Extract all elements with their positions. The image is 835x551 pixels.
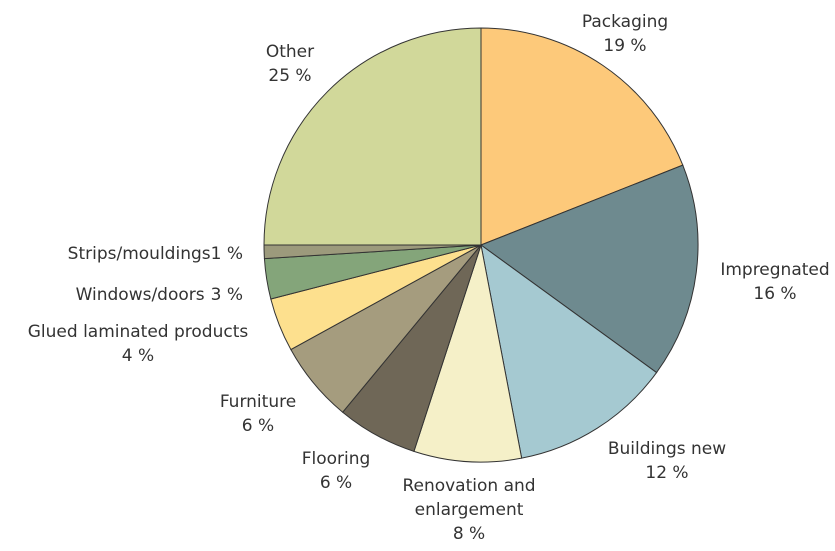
value-label: 3 %: [210, 285, 243, 305]
pie-slice: [479, 164, 699, 374]
pie-slice: [480, 243, 658, 459]
category-label: Furniture: [219, 392, 297, 412]
slice-label: Other 25 %: [266, 40, 314, 88]
slice-label: Impregnated 16 %: [720, 258, 829, 306]
slice-label: Windows/doors 3 %: [76, 283, 243, 307]
category-label: Strips/mouldings: [67, 244, 211, 264]
slice-label: Furniture 6 %: [220, 390, 296, 438]
slice-label: Packaging 19 %: [582, 10, 668, 58]
value-label: 19 %: [603, 36, 647, 56]
value-label: 8 %: [452, 524, 486, 544]
value-label: 1 %: [210, 244, 243, 264]
category-label: Flooring: [301, 449, 371, 469]
slice-label: Renovation and enlargement 8 %: [384, 474, 554, 546]
category-label: Windows/doors: [75, 285, 205, 305]
slice-label: Strips/mouldings1 %: [68, 242, 243, 266]
value-label: 16 %: [753, 284, 797, 304]
pie-slice: [263, 27, 482, 246]
value-label: 6 %: [319, 473, 353, 493]
value-label: 6 %: [241, 416, 275, 436]
pie-slice: [480, 27, 684, 246]
category-label: Packaging: [581, 12, 669, 32]
slice-label: Buildings new 12 %: [608, 437, 726, 485]
slice-label: Flooring 6 %: [302, 447, 371, 495]
pie-slice: [413, 244, 523, 463]
category-label: Glued laminated products: [27, 322, 249, 342]
slice-label: Glued laminated products 4 %: [28, 320, 249, 368]
category-label: Renovation and enlargement: [402, 476, 536, 520]
value-label: 12 %: [645, 463, 689, 483]
category-label: Buildings new: [607, 439, 727, 459]
value-label: 4 %: [121, 346, 155, 366]
value-label: 25 %: [268, 66, 312, 86]
category-label: Other: [265, 42, 315, 62]
category-label: Impregnated: [720, 260, 830, 280]
